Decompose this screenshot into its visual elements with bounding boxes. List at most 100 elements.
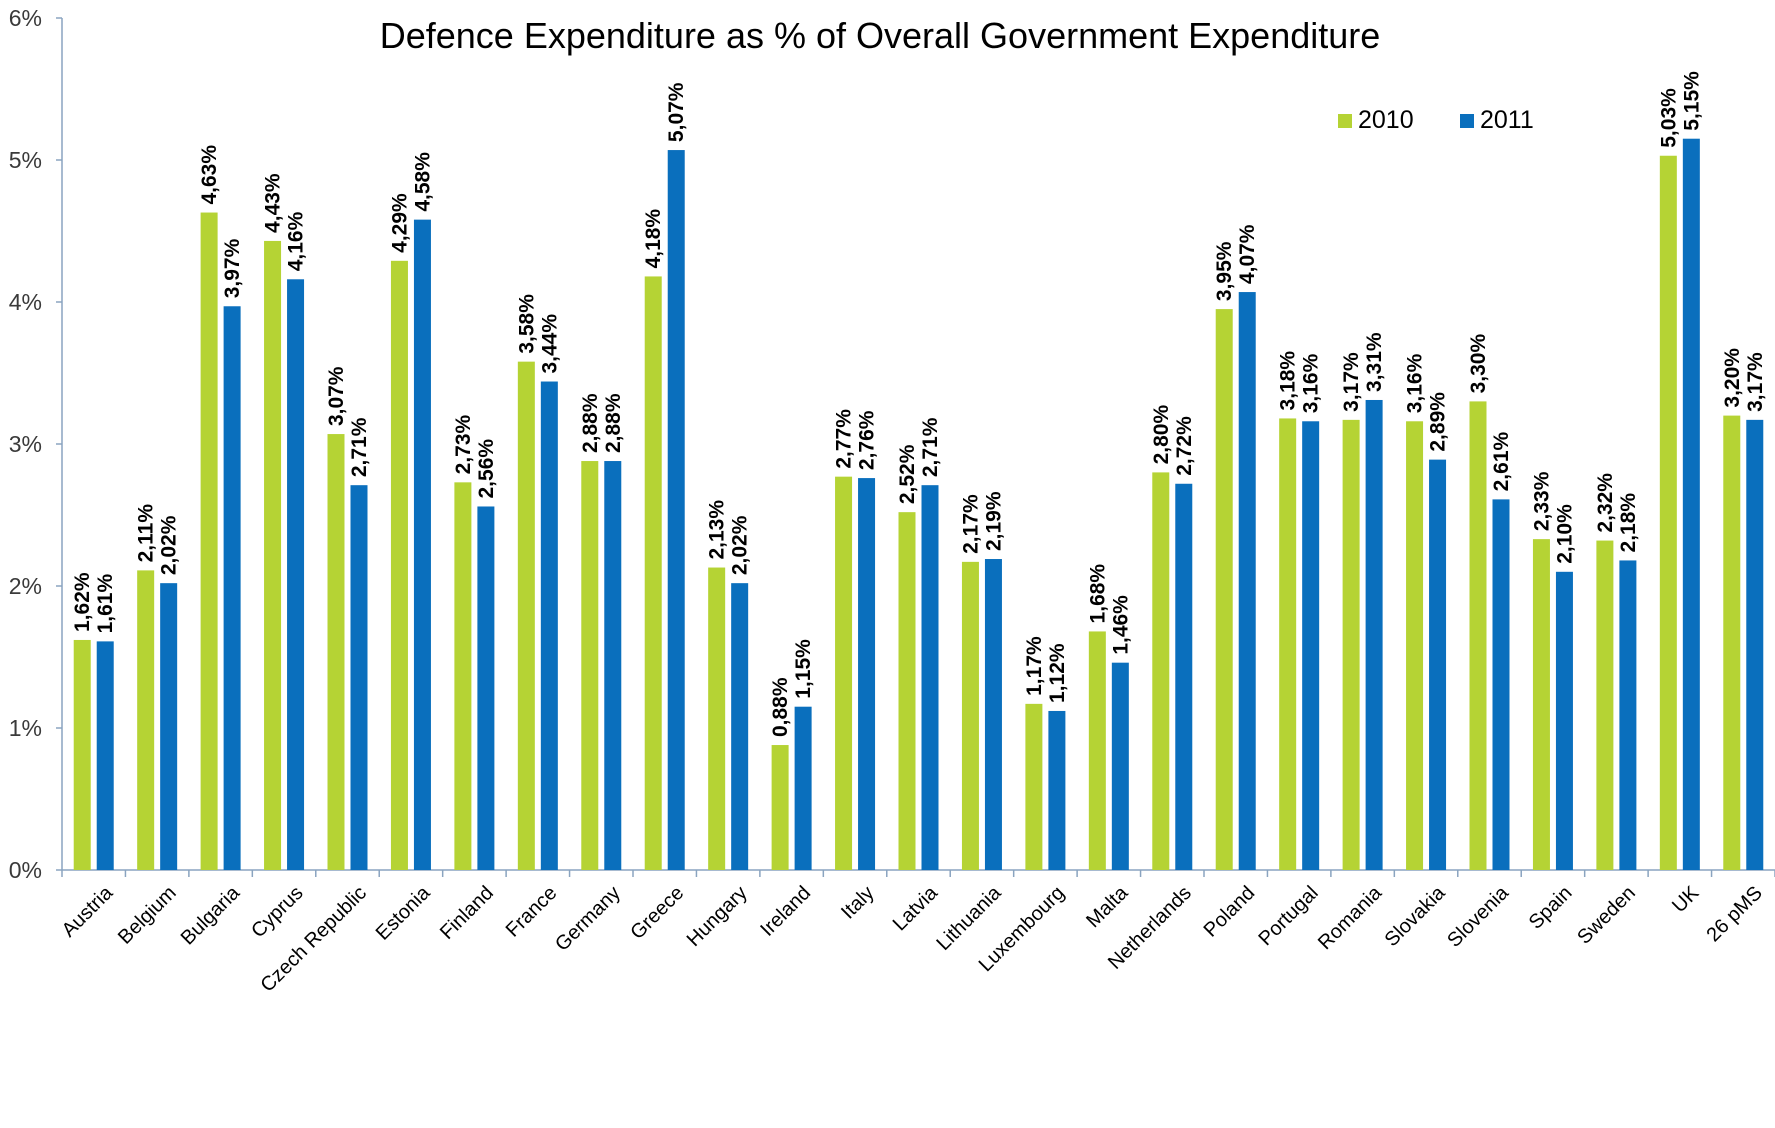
x-tick-label: Finland xyxy=(436,882,498,944)
y-tick-label: 3% xyxy=(9,431,42,457)
bar-2010 xyxy=(73,639,91,870)
bar-2010 xyxy=(644,276,662,870)
bar-2010 xyxy=(1152,472,1170,870)
legend-label-2011: 2011 xyxy=(1480,106,1534,134)
x-tick-label: Spain xyxy=(1525,882,1577,934)
x-tick-label: Romania xyxy=(1314,881,1387,954)
bar-2010 xyxy=(1469,401,1487,870)
bar-2011 xyxy=(667,150,685,870)
bar-2010 xyxy=(1088,631,1106,870)
bar-2011 xyxy=(1429,459,1447,870)
bar-2010 xyxy=(1596,540,1614,870)
x-tick-label: Sweden xyxy=(1573,882,1640,949)
data-label-2010: 4,63% xyxy=(198,145,221,205)
data-label-2010: 3,95% xyxy=(1213,241,1236,301)
data-label-2011: 2,88% xyxy=(602,393,625,453)
bar-2010 xyxy=(708,567,726,870)
bar-2011 xyxy=(1555,571,1573,870)
legend-swatch-2010 xyxy=(1338,114,1352,128)
y-tick-label: 5% xyxy=(9,147,42,173)
data-label-2010: 2,73% xyxy=(452,414,475,474)
data-label-2010: 2,32% xyxy=(1594,473,1617,533)
bar-2011 xyxy=(858,478,876,870)
y-tick-label: 1% xyxy=(9,715,42,741)
data-label-2011: 5,15% xyxy=(1680,71,1703,131)
data-label-2010: 2,52% xyxy=(896,444,919,504)
data-label-2011: 2,02% xyxy=(158,515,181,575)
data-label-2011: 1,15% xyxy=(792,639,815,699)
data-label-2011: 4,58% xyxy=(411,152,434,212)
bar-2011 xyxy=(1365,399,1383,870)
bar-2010 xyxy=(390,260,408,870)
bar-2011 xyxy=(350,485,368,870)
bar-2011 xyxy=(1682,138,1700,870)
bar-2011 xyxy=(96,641,114,870)
data-label-2011: 4,07% xyxy=(1236,224,1259,284)
x-tick-label: Hungary xyxy=(683,882,752,951)
data-label-2011: 4,16% xyxy=(285,211,308,271)
axes: 0% 1% 2% 3% 4% 5% 6% xyxy=(9,5,1775,883)
data-label-2011: 2,89% xyxy=(1427,392,1450,452)
data-label-2011: 2,76% xyxy=(856,410,879,470)
data-label-2010: 2,11% xyxy=(135,504,158,563)
data-label-2011: 1,61% xyxy=(94,574,117,634)
data-label-2011: 2,56% xyxy=(475,439,498,499)
data-label-2010: 2,13% xyxy=(706,500,729,560)
bar-2011 xyxy=(1175,483,1193,870)
data-label-2010: 3,17% xyxy=(1340,352,1363,412)
data-label-2010: 0,88% xyxy=(769,677,792,737)
legend-swatch-2011 xyxy=(1460,114,1474,128)
x-tick-label: Cyprus xyxy=(247,882,307,942)
data-label-2011: 2,61% xyxy=(1490,432,1513,492)
bar-2011 xyxy=(1619,560,1637,870)
bar-2011 xyxy=(984,559,1002,870)
data-label-2010: 3,16% xyxy=(1404,353,1427,413)
chart-title: Defence Expenditure as % of Overall Gove… xyxy=(380,15,1381,56)
data-label-2011: 2,71% xyxy=(348,417,371,477)
data-label-2010: 2,17% xyxy=(959,494,982,554)
data-label-2011: 1,46% xyxy=(1109,595,1132,655)
bar-2011 xyxy=(1048,710,1066,870)
bar-2010 xyxy=(771,745,789,870)
bar-2011 xyxy=(477,506,495,870)
bar-2011 xyxy=(287,279,305,870)
data-label-2010: 1,17% xyxy=(1023,636,1046,696)
data-label-2010: 2,80% xyxy=(1150,405,1173,465)
data-label-2010: 2,88% xyxy=(579,393,602,453)
x-tick-label: Slovakia xyxy=(1381,881,1451,951)
bar-2011 xyxy=(1492,499,1510,870)
bar-2010 xyxy=(1342,419,1360,870)
bar-2010 xyxy=(581,461,599,870)
data-label-2010: 1,62% xyxy=(71,572,94,632)
data-label-2011: 3,31% xyxy=(1363,332,1386,392)
data-label-2010: 3,30% xyxy=(1467,334,1490,394)
bar-2011 xyxy=(223,306,241,870)
x-tick-label: Latvia xyxy=(889,881,943,935)
x-tick-label: Estonia xyxy=(372,881,435,944)
bar-2010 xyxy=(1532,539,1550,870)
data-label-2011: 3,17% xyxy=(1744,352,1767,412)
y-tick-label: 6% xyxy=(9,5,42,31)
data-label-2010: 4,43% xyxy=(262,173,285,233)
data-label-2011: 2,02% xyxy=(729,515,752,575)
bar-2011 xyxy=(604,461,622,870)
bar-2011 xyxy=(1238,292,1256,870)
x-tick-label: 26 pMS xyxy=(1703,882,1767,946)
bar-2010 xyxy=(1279,418,1297,870)
bar-2010 xyxy=(1025,703,1043,870)
data-label-2011: 2,19% xyxy=(982,491,1005,551)
bar-2010 xyxy=(835,476,853,870)
bar-2010 xyxy=(898,512,916,870)
bar-2011 xyxy=(1111,662,1129,870)
bar-2011 xyxy=(731,583,749,870)
bar-2010 xyxy=(327,434,345,870)
x-tick-label: France xyxy=(502,882,562,942)
bar-2011 xyxy=(160,583,178,870)
bar-2011 xyxy=(794,706,812,870)
data-label-2011: 1,12% xyxy=(1046,643,1069,703)
data-label-2010: 3,20% xyxy=(1721,348,1744,408)
x-tick-label: Italy xyxy=(837,882,878,923)
x-tick-label: Slovenia xyxy=(1443,881,1513,951)
